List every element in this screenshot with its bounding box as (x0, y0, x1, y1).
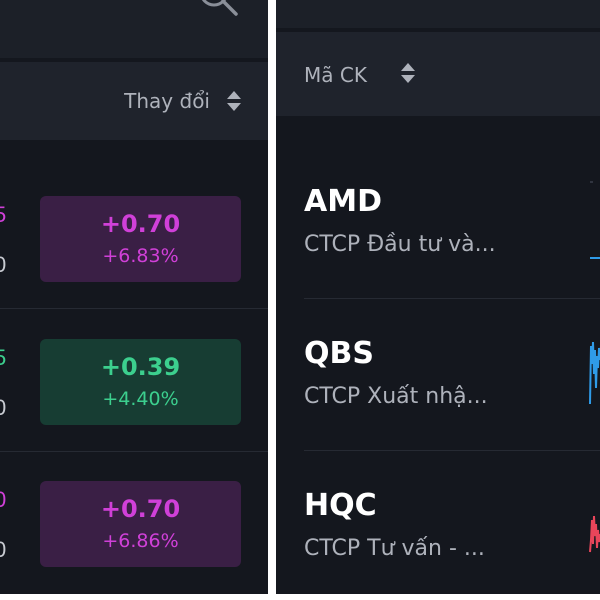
top-bar (0, 0, 268, 58)
row-divider (304, 450, 600, 451)
reference-value: 0 (0, 252, 7, 277)
row-divider (0, 308, 268, 309)
sort-icon[interactable] (400, 62, 416, 84)
ticker-symbol: QBS (304, 336, 374, 371)
change-percent: +4.40% (102, 388, 179, 410)
table-row[interactable]: AMD CTCP Đầu tư và... (276, 116, 600, 299)
table-row[interactable]: 0 0 +0.70 +6.86% (0, 425, 268, 567)
change-badge[interactable]: +0.39 +4.40% (40, 339, 241, 425)
sparkline-chart (589, 341, 600, 405)
table-row[interactable]: 5 0 +0.39 +4.40% (0, 283, 268, 452)
ticker-symbol: HQC (304, 488, 377, 523)
change-badge[interactable]: +0.70 +6.86% (40, 481, 241, 567)
column-header (276, 32, 600, 116)
sort-icon[interactable] (226, 90, 242, 112)
table-row[interactable]: QBS CTCP Xuất nhậ... (276, 268, 600, 451)
row-divider (0, 451, 268, 452)
change-badge[interactable]: +0.70 +6.83% (40, 196, 241, 282)
row-divider (304, 298, 600, 299)
column-header (0, 62, 268, 140)
change-value: +0.39 (100, 353, 181, 381)
company-name: CTCP Tư vấn - ... (304, 536, 485, 561)
change-percent: +6.83% (102, 245, 179, 267)
price-value: 5 (0, 345, 7, 370)
ticker-column-header[interactable]: Mã CK (304, 63, 367, 87)
change-column-header[interactable]: Thay đổi (124, 89, 210, 113)
reference-value: 0 (0, 395, 7, 420)
change-value: +0.70 (100, 210, 181, 238)
price-board-left-panel: Thay đổi 5 0 +0.70 +6.83% 5 0 +0.39 +4.4… (0, 0, 268, 594)
price-value: 5 (0, 202, 7, 227)
company-name: CTCP Xuất nhậ... (304, 384, 488, 409)
sparkline-chart (589, 515, 600, 553)
price-value: 0 (0, 487, 7, 512)
table-row[interactable]: 5 0 +0.70 +6.83% (0, 140, 268, 309)
company-name: CTCP Đầu tư và... (304, 232, 496, 257)
sparkline-chart (590, 181, 600, 259)
change-value: +0.70 (100, 495, 181, 523)
table-row[interactable]: HQC CTCP Tư vấn - ... (276, 420, 600, 572)
reference-value: 0 (0, 537, 7, 562)
change-percent: +6.86% (102, 530, 179, 552)
ticker-symbol: AMD (304, 184, 382, 219)
price-board-right-panel: Mã CK AMD CTCP Đầu tư và... QBS CTCP Xuấ… (276, 0, 600, 594)
top-bar (276, 0, 600, 28)
search-icon[interactable] (196, 0, 240, 18)
